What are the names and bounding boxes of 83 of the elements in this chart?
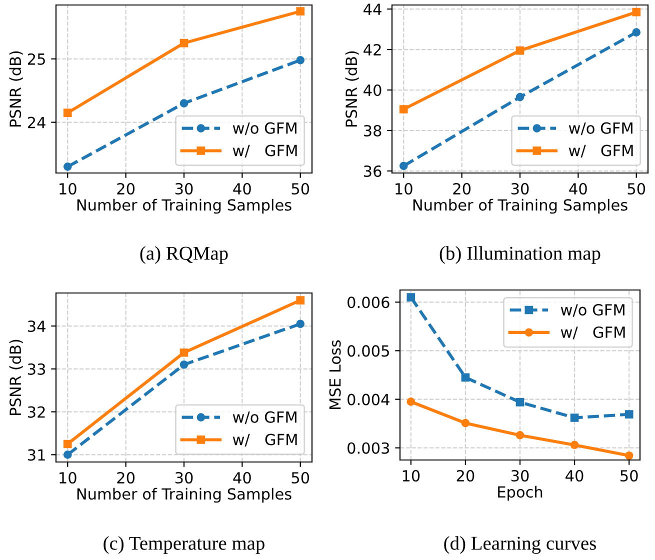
point xyxy=(516,92,524,102)
point xyxy=(399,162,408,170)
y-axis-title: PSNR (dB) xyxy=(9,51,23,126)
y-axis-title: MSE Loss xyxy=(329,340,341,409)
y-axis-title: PSNR (dB) xyxy=(9,340,23,415)
x-tick-label: 30 xyxy=(175,472,193,484)
point xyxy=(296,7,305,16)
point xyxy=(399,105,408,114)
y-tick-label: 34 xyxy=(28,320,46,332)
point xyxy=(63,450,72,459)
legend-label: w/ GFM xyxy=(232,144,297,158)
x-tick-label: 10 xyxy=(402,470,420,482)
y-tick-label: 40 xyxy=(364,84,382,96)
x-tick-label: 50 xyxy=(620,470,638,482)
x-tick-label: 20 xyxy=(456,470,474,482)
text: (c) Temperature map xyxy=(104,536,264,554)
x-axis-title: Number of Training Samples xyxy=(413,198,628,214)
point xyxy=(406,398,416,406)
point xyxy=(63,440,72,448)
point xyxy=(406,293,416,302)
y-tick-label: 33 xyxy=(28,363,46,375)
point xyxy=(570,440,579,450)
x-tick-label: 30 xyxy=(511,182,529,195)
point xyxy=(180,38,188,48)
y-tick-label: 44 xyxy=(364,4,382,15)
y-axis-title: PSNR (dB) xyxy=(345,51,359,126)
legend-label: w/ GFM xyxy=(568,144,633,158)
x-tick-label: 10 xyxy=(60,472,76,484)
y-tick-label: 31 xyxy=(28,449,45,461)
point xyxy=(180,348,188,357)
y-tick-label: 0.005 xyxy=(348,345,389,357)
x-tick-label: 10 xyxy=(60,182,76,195)
point xyxy=(624,451,634,460)
point xyxy=(180,360,188,369)
text: (a) RQMap xyxy=(140,246,228,264)
x-axis-title: Epoch xyxy=(498,486,542,501)
y-tick-label: 25 xyxy=(28,53,45,65)
point xyxy=(516,398,524,406)
point xyxy=(632,28,641,36)
legend-label: w/ GFM xyxy=(560,326,625,340)
x-tick-label: 20 xyxy=(117,182,135,195)
legend-label: w/o GFM xyxy=(568,122,632,136)
x-tick-label: 40 xyxy=(233,182,251,195)
x-axis-title: Number of Training Samples xyxy=(77,198,292,214)
point xyxy=(296,320,305,328)
y-tick-label: 38 xyxy=(364,124,382,137)
point xyxy=(461,373,470,382)
legend-label: w/o GFM xyxy=(232,122,296,136)
y-tick-label: 32 xyxy=(28,406,45,418)
point xyxy=(624,410,634,419)
x-tick-label: 40 xyxy=(233,472,251,484)
y-tick-label: 42 xyxy=(364,44,381,56)
x-tick-label: 20 xyxy=(453,182,471,195)
legend-label: w/o GFM xyxy=(560,304,624,317)
x-axis-title: Number of Training Samples xyxy=(77,488,292,503)
point xyxy=(180,99,188,108)
x-tick-label: 40 xyxy=(569,182,587,195)
y-tick-label: 24 xyxy=(28,116,46,128)
legend-label: w/ GFM xyxy=(232,434,297,446)
y-tick-label: 36 xyxy=(364,165,382,177)
x-tick-label: 10 xyxy=(396,182,412,195)
x-tick-label: 30 xyxy=(175,182,193,195)
point xyxy=(461,418,470,428)
x-tick-label: 50 xyxy=(292,182,310,195)
point xyxy=(516,46,524,55)
y-tick-label: 0.004 xyxy=(348,394,390,406)
x-tick-label: 20 xyxy=(117,472,135,484)
y-tick-label: 0.003 xyxy=(348,442,390,454)
point xyxy=(63,108,72,117)
point xyxy=(516,431,524,440)
point xyxy=(632,8,641,16)
point xyxy=(296,56,305,64)
point xyxy=(570,414,579,422)
x-tick-label: 50 xyxy=(292,472,310,484)
x-tick-label: 40 xyxy=(566,470,584,482)
legend-label: w/o GFM xyxy=(232,411,296,424)
point xyxy=(296,296,305,304)
y-tick-label: 0.006 xyxy=(348,296,390,308)
x-tick-label: 50 xyxy=(628,182,646,195)
point xyxy=(63,162,72,171)
text: (b) Illumination map xyxy=(440,246,600,264)
text: (d) Learning curves xyxy=(444,536,596,554)
x-tick-label: 30 xyxy=(511,470,529,482)
